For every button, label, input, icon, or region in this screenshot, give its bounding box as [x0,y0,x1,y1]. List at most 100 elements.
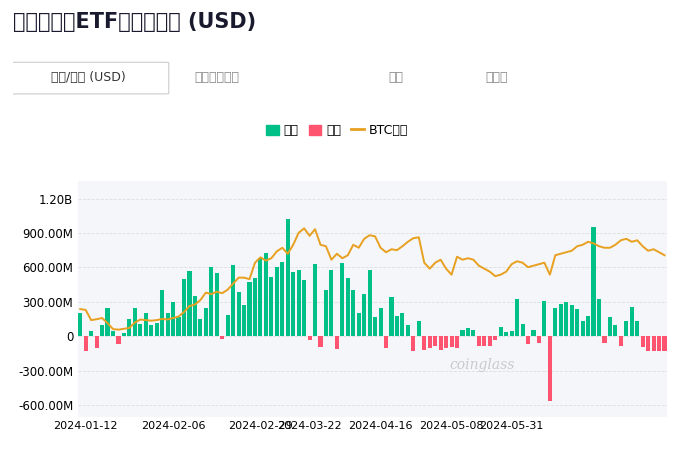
Legend: 流入, 流出, BTC价格: 流入, 流出, BTC价格 [261,119,413,142]
Bar [215,273,219,336]
Bar [144,313,148,336]
Bar [613,325,617,336]
Bar [226,315,230,336]
Bar [138,324,142,336]
Bar [466,328,470,336]
Bar [488,336,492,346]
Bar [78,313,82,336]
Bar [160,291,164,336]
Bar [242,305,246,336]
Bar [193,296,197,336]
Bar [280,262,284,336]
Bar [122,333,126,336]
Bar [127,319,131,336]
Bar [422,336,427,350]
Bar [133,308,137,336]
Bar [209,268,214,336]
Bar [433,336,437,346]
Bar [100,325,104,336]
Bar [652,336,656,351]
Bar [111,331,115,336]
Bar [411,336,415,351]
Bar [291,272,295,336]
Bar [515,299,519,336]
Bar [367,270,371,336]
Bar [149,325,153,336]
Bar [483,336,487,346]
Bar [548,336,552,401]
Bar [253,278,257,336]
Text: 比特币现货ETF净流入流出 (USD): 比特币现货ETF净流入流出 (USD) [13,12,257,32]
Bar [198,319,202,336]
Bar [84,336,88,351]
Bar [564,302,568,336]
Bar [580,322,584,336]
Bar [635,322,639,336]
Bar [94,336,98,348]
Bar [335,336,339,349]
Bar [663,336,667,351]
Bar [373,317,377,336]
Bar [247,283,251,336]
Bar [177,317,181,336]
Bar [406,325,410,336]
Bar [603,336,607,343]
Bar [182,279,186,336]
Bar [307,336,311,340]
Bar [477,336,481,346]
Text: 成交额: 成交额 [486,71,508,84]
Bar [450,336,454,347]
Bar [526,336,530,344]
Bar [351,291,355,336]
FancyBboxPatch shape [7,62,168,94]
Bar [428,336,432,348]
Bar [379,308,383,336]
Bar [471,330,475,336]
Bar [395,316,399,336]
Text: 市值: 市值 [389,71,404,84]
Bar [460,330,464,336]
Bar [657,336,661,351]
Bar [340,263,344,336]
Text: coinglass: coinglass [449,358,514,372]
Bar [384,336,388,348]
Bar [439,336,443,350]
Bar [493,336,497,340]
Bar [318,336,323,347]
Bar [510,331,514,336]
Text: 资产管理规模: 资产管理规模 [195,71,240,84]
Bar [570,305,574,336]
Bar [258,258,262,336]
Bar [362,294,366,336]
Bar [154,323,159,336]
Bar [597,299,601,336]
Text: 流入/流出 (USD): 流入/流出 (USD) [51,71,125,84]
Bar [608,317,612,336]
Bar [106,308,110,336]
Bar [592,227,596,336]
Bar [297,270,301,336]
Bar [220,336,224,339]
Bar [204,308,208,336]
Bar [275,268,279,336]
Bar [559,304,563,336]
Bar [313,264,317,336]
Bar [270,276,274,336]
Bar [264,252,268,336]
Bar [231,265,235,336]
Bar [586,316,590,336]
Bar [641,336,645,347]
Bar [346,278,350,336]
Bar [444,336,448,348]
Bar [499,327,503,336]
Bar [187,271,191,336]
Bar [630,307,634,336]
Bar [553,308,557,336]
Bar [575,309,579,336]
Bar [330,270,334,336]
Bar [390,297,394,336]
Bar [237,292,241,336]
Bar [520,324,524,336]
Bar [543,301,547,336]
Bar [624,322,628,336]
